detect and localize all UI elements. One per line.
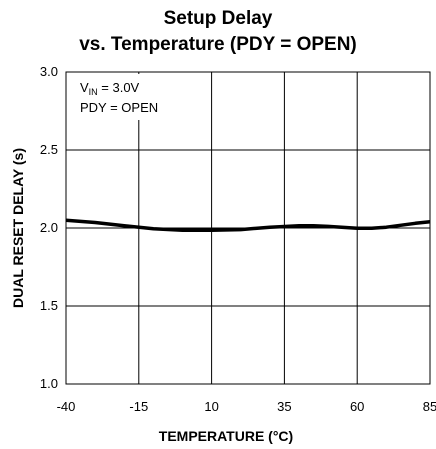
x-tick-label: 35 bbox=[277, 399, 291, 414]
x-tick-label: 60 bbox=[350, 399, 364, 414]
series-layer bbox=[65, 218, 431, 233]
x-axis-label: TEMPERATURE (°C) bbox=[159, 428, 293, 444]
annotation-pdy: PDY = OPEN bbox=[80, 100, 158, 115]
x-tick-label: -15 bbox=[129, 399, 148, 414]
y-tick-label: 2.5 bbox=[40, 142, 58, 157]
y-tick-label: 1.0 bbox=[40, 376, 58, 391]
y-tick-labels: 1.0 1.5 2.0 2.5 3.0 bbox=[40, 64, 58, 391]
y-tick-label: 3.0 bbox=[40, 64, 58, 79]
vin-subscript: IN bbox=[89, 87, 98, 97]
plot-frame bbox=[65, 71, 431, 385]
chart-title-line1: Setup Delay bbox=[163, 8, 273, 29]
annotation-vin: VIN = 3.0V bbox=[80, 80, 140, 97]
vin-prefix: V bbox=[80, 80, 89, 95]
x-tick-label: 85 bbox=[423, 399, 436, 414]
vin-value: = 3.0V bbox=[98, 80, 140, 95]
x-tick-label: 10 bbox=[204, 399, 218, 414]
y-tick-label: 1.5 bbox=[40, 298, 58, 313]
chart-title-line2: vs. Temperature (PDY = OPEN) bbox=[79, 34, 357, 55]
y-axis-label: DUAL RESET DELAY (s) bbox=[10, 148, 26, 308]
x-tick-label: -40 bbox=[57, 399, 76, 414]
annotation-background bbox=[70, 74, 178, 120]
x-tick-labels: -40 -15 10 35 60 85 bbox=[57, 399, 436, 414]
series-line bbox=[65, 218, 431, 233]
y-tick-label: 2.0 bbox=[40, 220, 58, 235]
